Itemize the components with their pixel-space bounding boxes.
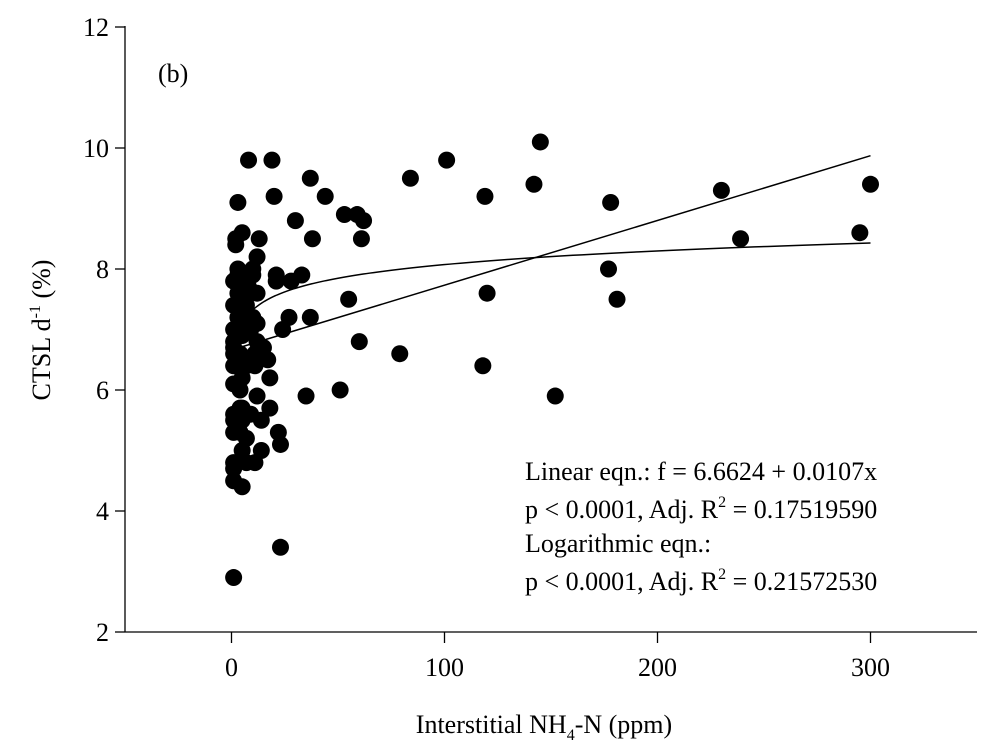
data-point xyxy=(712,181,730,199)
data-point xyxy=(851,224,869,242)
log-fit-stats-main: p < 0.0001, Adj. R xyxy=(525,567,719,596)
data-point xyxy=(271,538,289,556)
data-point xyxy=(732,230,750,248)
data-point xyxy=(233,224,251,242)
data-point xyxy=(233,478,251,496)
data-points xyxy=(225,133,879,587)
y-tick-label: 6 xyxy=(96,376,109,405)
data-point xyxy=(225,569,243,587)
y-axis-ticks: 2 4 6 8 10 12 xyxy=(83,13,125,647)
data-point xyxy=(237,429,255,447)
data-point xyxy=(252,411,270,429)
data-point xyxy=(331,381,349,399)
y-tick-label: 8 xyxy=(96,255,109,284)
x-tick-label: 0 xyxy=(225,653,238,682)
data-point xyxy=(286,212,304,230)
y-tick-label: 4 xyxy=(96,497,109,526)
data-point xyxy=(271,435,289,453)
x-axis-title-subscript: 4 xyxy=(567,727,575,742)
data-point xyxy=(862,175,879,193)
data-point xyxy=(225,454,243,472)
log-fit-stats-label: p < 0.0001, Adj. R2 = 0.21572530 xyxy=(525,566,877,596)
data-point xyxy=(478,284,496,302)
data-point xyxy=(335,206,353,224)
data-point xyxy=(250,230,268,248)
data-point xyxy=(248,314,266,332)
data-point xyxy=(259,351,277,369)
linear-fit-stats-value: = 0.17519590 xyxy=(726,495,877,524)
x-axis-title-suffix: -N (ppm) xyxy=(575,710,672,739)
data-point xyxy=(261,369,279,387)
data-point xyxy=(474,357,492,375)
data-point xyxy=(248,248,266,266)
data-point xyxy=(438,151,456,169)
data-point xyxy=(600,260,618,278)
data-point xyxy=(293,266,311,284)
log-fit-r2-superscript: 2 xyxy=(718,566,726,583)
data-point xyxy=(240,151,258,169)
fit-lines xyxy=(235,155,871,350)
x-axis-title: Interstitial NH4-N (ppm) xyxy=(416,710,672,742)
y-tick-label: 2 xyxy=(96,618,109,647)
data-point xyxy=(261,399,279,417)
panel-label: (b) xyxy=(158,59,188,88)
data-point xyxy=(267,272,285,290)
x-axis-ticks: 0 100 200 300 xyxy=(225,632,890,682)
y-axis-title-main: CTSL d xyxy=(27,318,56,400)
data-point xyxy=(301,169,319,187)
y-tick-label: 12 xyxy=(83,13,109,42)
linear-equation-label: Linear eqn.: f = 6.6624 + 0.0107x xyxy=(525,457,877,486)
data-point xyxy=(602,193,620,211)
data-point xyxy=(546,387,564,405)
y-axis-title-suffix: (%) xyxy=(27,260,56,305)
log-fit-stats-value: = 0.21572530 xyxy=(726,567,877,596)
data-point xyxy=(391,345,409,363)
data-point xyxy=(229,193,247,211)
x-tick-label: 200 xyxy=(638,653,677,682)
linear-fit-line xyxy=(235,155,871,350)
data-point xyxy=(248,387,266,405)
axes xyxy=(124,26,977,633)
linear-fit-stats-main: p < 0.0001, Adj. R xyxy=(525,495,719,524)
data-point xyxy=(340,290,358,308)
y-tick-label: 10 xyxy=(83,134,109,163)
x-axis-title-main: Interstitial NH xyxy=(416,710,567,739)
linear-fit-stats-label: p < 0.0001, Adj. R2 = 0.17519590 xyxy=(525,494,877,524)
data-point xyxy=(301,308,319,326)
data-point xyxy=(476,187,494,205)
x-tick-label: 100 xyxy=(425,653,464,682)
data-point xyxy=(248,284,266,302)
logarithmic-fit-curve xyxy=(235,242,871,342)
data-point xyxy=(265,187,283,205)
y-axis-title: CTSL d-1 (%) xyxy=(27,260,56,401)
log-equation-label: Logarithmic eqn.: xyxy=(525,529,711,558)
fit-annotations: Linear eqn.: f = 6.6624 + 0.0107x p < 0.… xyxy=(525,457,877,596)
data-point xyxy=(608,290,626,308)
data-point xyxy=(355,212,373,230)
data-point xyxy=(401,169,419,187)
y-axis-title-superscript: -1 xyxy=(27,305,44,318)
data-point xyxy=(352,230,370,248)
x-tick-label: 300 xyxy=(851,653,890,682)
linear-fit-r2-superscript: 2 xyxy=(718,494,726,511)
data-point xyxy=(350,333,368,351)
data-point xyxy=(297,387,315,405)
data-point xyxy=(252,442,270,459)
data-point xyxy=(303,230,321,248)
data-point xyxy=(263,151,281,169)
data-point xyxy=(246,357,264,375)
data-point xyxy=(316,187,334,205)
data-point xyxy=(525,175,543,193)
data-point xyxy=(280,308,298,326)
data-point xyxy=(531,133,549,151)
